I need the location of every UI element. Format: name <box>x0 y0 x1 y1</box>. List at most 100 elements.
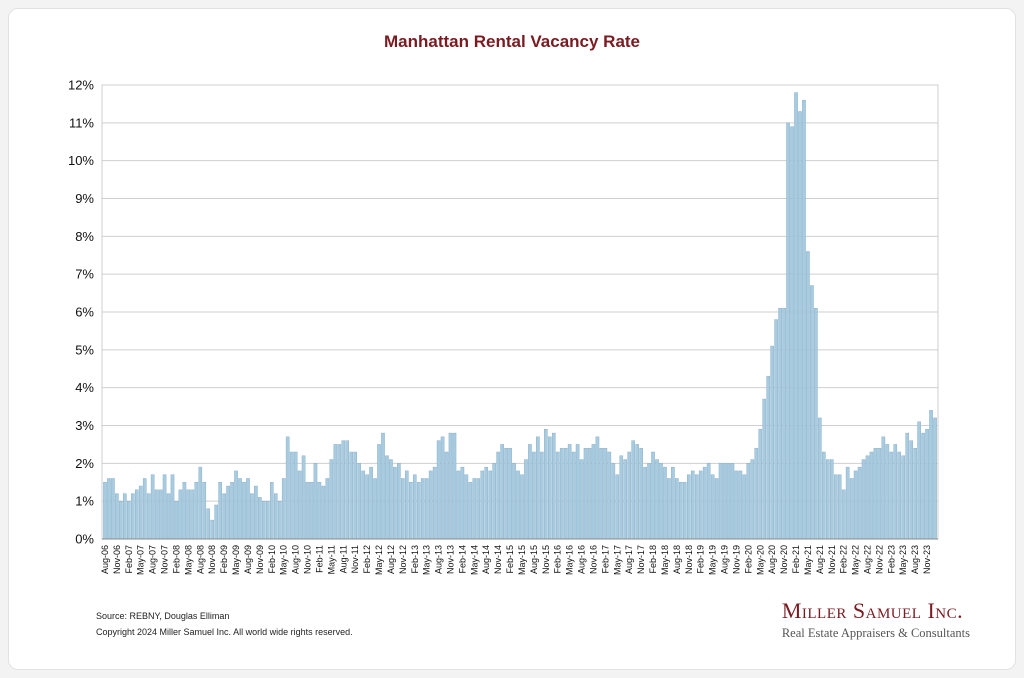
x-tick-label: Feb-08 <box>171 545 181 574</box>
bar <box>639 448 643 540</box>
x-tick-label: May-09 <box>231 545 241 575</box>
bar <box>464 474 469 540</box>
bar <box>349 451 354 540</box>
bar <box>111 478 115 540</box>
bar <box>134 489 139 540</box>
bar <box>655 459 659 540</box>
bar <box>218 482 222 540</box>
bar <box>250 493 254 540</box>
bar <box>591 444 596 540</box>
bar <box>770 345 774 540</box>
x-tick-label: Feb-19 <box>696 545 706 574</box>
bar <box>397 463 401 540</box>
bar <box>385 455 389 540</box>
bar <box>119 500 123 540</box>
bar <box>766 376 771 540</box>
bar <box>536 436 540 540</box>
bar <box>845 466 850 540</box>
bar <box>663 466 667 540</box>
x-tick-label: May-13 <box>422 545 432 575</box>
bar <box>710 474 715 540</box>
bars-layer <box>103 92 937 540</box>
bar <box>409 482 413 540</box>
bar <box>623 459 628 540</box>
bar <box>548 436 552 540</box>
bar <box>107 478 111 540</box>
bar <box>559 448 564 540</box>
x-tick-label: Aug-08 <box>195 545 205 574</box>
x-tick-label: Nov-20 <box>779 545 789 574</box>
bar <box>452 432 457 540</box>
bar <box>158 489 163 540</box>
bar <box>778 308 782 540</box>
y-tick-label: 1% <box>75 494 94 509</box>
bar <box>551 432 556 540</box>
bar <box>333 444 338 540</box>
bar <box>178 489 183 540</box>
bar <box>794 92 798 540</box>
bar <box>897 451 902 540</box>
bar <box>504 448 508 540</box>
y-tick-label: 10% <box>68 153 94 168</box>
chart-title: Manhattan Rental Vacancy Rate <box>383 32 641 51</box>
bar <box>651 451 655 540</box>
bar <box>889 451 894 540</box>
bar <box>913 448 917 540</box>
bar <box>432 466 437 540</box>
bar <box>154 489 159 540</box>
bar <box>401 478 405 540</box>
bar <box>194 482 199 540</box>
bar <box>162 474 167 540</box>
bar <box>492 463 496 540</box>
bar <box>428 470 433 540</box>
bar <box>512 463 516 540</box>
x-tick-label: May-21 <box>803 545 813 575</box>
x-tick-label: Nov-15 <box>541 545 551 574</box>
bar <box>802 99 806 540</box>
bar <box>814 308 818 540</box>
bar <box>643 466 647 540</box>
bar <box>198 466 203 540</box>
bar <box>277 500 282 540</box>
bar <box>262 500 266 540</box>
bar <box>877 448 882 540</box>
brand-name: Miller Samuel Inc. <box>781 598 964 623</box>
bar <box>786 122 790 540</box>
bar <box>456 470 461 540</box>
bar <box>341 440 346 540</box>
x-tick-label: Nov-10 <box>303 545 313 574</box>
bar <box>103 482 107 540</box>
bar <box>687 474 691 540</box>
bar <box>285 436 290 540</box>
x-tick-label: Feb-18 <box>648 545 658 574</box>
x-tick-label: Aug-06 <box>100 545 110 574</box>
bar <box>746 463 751 540</box>
bar <box>567 444 572 540</box>
bar <box>226 485 230 540</box>
x-tick-label: Nov-11 <box>350 545 360 573</box>
x-tick-label: May-16 <box>565 545 575 575</box>
bar <box>309 482 314 540</box>
bar <box>615 474 620 540</box>
source-note: Source: REBNY, Douglas Elliman <box>96 611 230 621</box>
bar <box>627 451 632 540</box>
x-tick-label: Feb-23 <box>886 545 896 574</box>
bar <box>861 459 866 540</box>
bar <box>587 448 592 540</box>
bar <box>357 463 361 540</box>
bar <box>170 474 175 540</box>
bar <box>829 459 834 540</box>
x-tick-label: Aug-11 <box>338 545 348 573</box>
x-tick-label: May-08 <box>183 545 193 575</box>
bar <box>865 455 870 540</box>
bar <box>635 444 639 540</box>
bar <box>416 482 421 540</box>
bar <box>901 455 906 540</box>
x-tick-label: Feb-13 <box>410 545 420 574</box>
bar <box>929 410 933 540</box>
x-tick-label: Feb-09 <box>219 545 229 574</box>
x-tick-label: Feb-10 <box>267 545 277 574</box>
x-tick-label: Nov-14 <box>493 545 503 574</box>
bar <box>242 482 246 540</box>
